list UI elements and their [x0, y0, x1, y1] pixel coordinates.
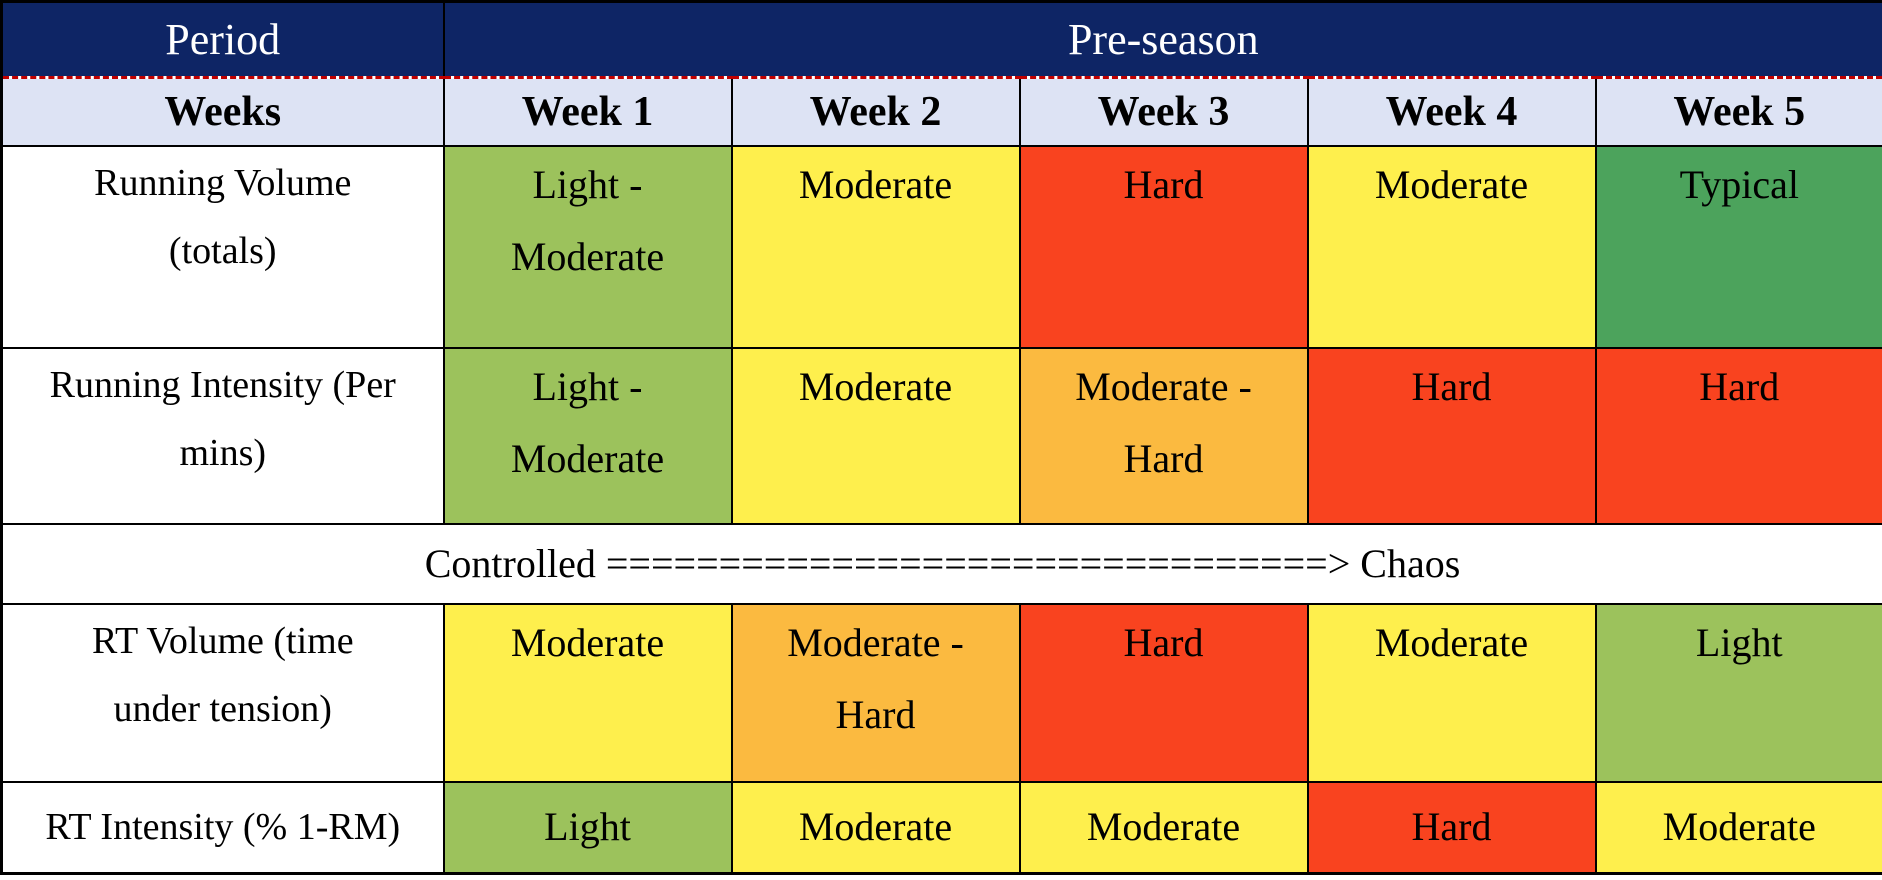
running-volume-row: Running Volume (totals) Light - Moderate… — [0, 144, 1882, 349]
period-header-cell: Period — [0, 0, 445, 79]
preseason-header-cell: Pre-season — [442, 0, 1882, 79]
running-intensity-row: Running Intensity (Per mins) Light - Mod… — [0, 346, 1882, 525]
rt-intensity-week1: Light — [442, 780, 733, 875]
period-header-row: Period Pre-season — [0, 0, 1882, 79]
weeks-header-row: Weeks Week 1 Week 2 Week 3 Week 4 Week 5 — [0, 76, 1882, 147]
running-intensity-week1: Light - Moderate — [442, 346, 733, 525]
rt-intensity-week4: Hard — [1306, 780, 1597, 875]
running-volume-week5: Typical — [1594, 144, 1882, 349]
rt-volume-week5: Light — [1594, 602, 1882, 783]
weeks-header-cell: Weeks — [0, 76, 445, 147]
running-volume-label: Running Volume (totals) — [0, 144, 445, 349]
rt-intensity-week3: Moderate — [1018, 780, 1309, 875]
rt-volume-week2: Moderate - Hard — [730, 602, 1021, 783]
running-volume-week1: Light - Moderate — [442, 144, 733, 349]
running-volume-week4: Moderate — [1306, 144, 1597, 349]
week3-header-cell: Week 3 — [1018, 76, 1309, 147]
rt-intensity-week2: Moderate — [730, 780, 1021, 875]
running-volume-week3: Hard — [1018, 144, 1309, 349]
controlled-chaos-arrow: Controlled =============================… — [0, 522, 1882, 605]
running-intensity-week2: Moderate — [730, 346, 1021, 525]
running-intensity-week3: Moderate - Hard — [1018, 346, 1309, 525]
running-intensity-week4: Hard — [1306, 346, 1597, 525]
rt-intensity-week5: Moderate — [1594, 780, 1882, 875]
controlled-chaos-row: Controlled =============================… — [0, 522, 1882, 605]
week4-header-cell: Week 4 — [1306, 76, 1597, 147]
week1-header-cell: Week 1 — [442, 76, 733, 147]
rt-intensity-label: RT Intensity (% 1-RM) — [0, 780, 445, 875]
rt-intensity-row: RT Intensity (% 1-RM) Light Moderate Mod… — [0, 780, 1882, 875]
running-intensity-label: Running Intensity (Per mins) — [0, 346, 445, 525]
rt-volume-row: RT Volume (time under tension) Moderate … — [0, 602, 1882, 783]
rt-volume-week3: Hard — [1018, 602, 1309, 783]
rt-volume-week4: Moderate — [1306, 602, 1597, 783]
week2-header-cell: Week 2 — [730, 76, 1021, 147]
rt-volume-week1: Moderate — [442, 602, 733, 783]
running-intensity-week5: Hard — [1594, 346, 1882, 525]
running-volume-week2: Moderate — [730, 144, 1021, 349]
week5-header-cell: Week 5 — [1594, 76, 1882, 147]
rt-volume-label: RT Volume (time under tension) — [0, 602, 445, 783]
